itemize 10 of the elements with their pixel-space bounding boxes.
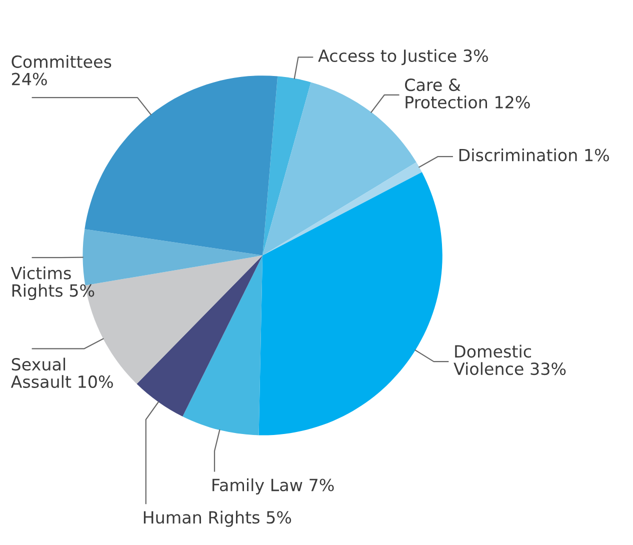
slice-label: Family Law 7% <box>212 478 334 495</box>
slice-label: Domestic Violence 33% <box>454 344 566 376</box>
slice-label: Committees <box>12 55 112 68</box>
slice-label: Human Rights 5% <box>144 510 292 527</box>
slice-label: Victims Rights 5% <box>10 266 94 300</box>
slice-label: Sexual Assault 10% <box>10 358 113 388</box>
slice-label: Care & Protection 12% <box>405 78 530 109</box>
slice-label: Access to Justice 3% <box>318 49 488 66</box>
data-label: 24% <box>12 72 47 86</box>
slice-label: Discrimination 1% <box>459 148 609 162</box>
